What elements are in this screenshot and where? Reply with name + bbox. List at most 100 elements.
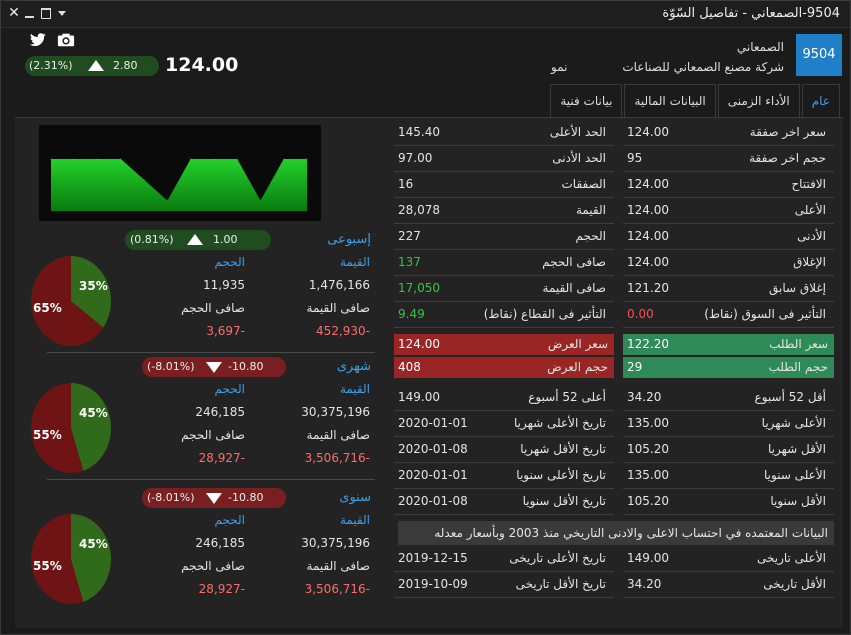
intraday-chart — [39, 125, 321, 221]
table-row: التأثير فى القطاع (نقاط) 9.49 — [394, 301, 614, 328]
row-value: 34.20 — [627, 390, 662, 404]
pie-sell-percent: 55% — [33, 559, 62, 573]
row-label: الحجم — [575, 229, 606, 243]
pie-buy-percent: 35% — [79, 279, 108, 293]
table-row: الأعلى 124.00 — [623, 197, 834, 224]
net-volume-amount: 28,927- — [198, 582, 245, 596]
section-divider — [47, 479, 375, 480]
row-value: 2020-01-08 — [398, 442, 468, 456]
row-label: الأعلى تاريخى — [756, 551, 826, 565]
arrow-up-icon — [88, 60, 104, 71]
row-label: الأقل شهريا — [767, 442, 826, 456]
row-value: 17,050 — [398, 281, 440, 295]
value-amount: 1,476,166 — [308, 278, 370, 292]
row-value: 95 — [627, 151, 643, 165]
period-title: سنوى — [339, 490, 371, 505]
row-value: 227 — [398, 229, 421, 243]
chart-point — [259, 200, 261, 202]
period-change-percent: (-8.01%) — [147, 360, 195, 373]
bid-volume-row: حجم الطلب 29 — [623, 357, 834, 378]
chart-point — [73, 158, 75, 160]
period-title: شهرى — [336, 359, 371, 374]
section-divider — [47, 352, 375, 353]
period-change-badge: (-8.01%) -10.80 — [142, 357, 286, 377]
period-title: إسبوعى — [327, 232, 371, 247]
pie-slice-buy — [71, 514, 111, 602]
table-row: الأقل شهريا 105.20 — [623, 436, 834, 463]
row-value: 124.00 — [627, 203, 669, 217]
arrow-down-icon — [206, 493, 222, 504]
row-value: 97.00 — [398, 151, 433, 165]
table-row: الأعلى تاريخى 149.00 — [623, 545, 834, 572]
twitter-icon[interactable] — [29, 33, 47, 47]
table-row: صافى القيمة 17,050 — [394, 275, 614, 302]
arrow-up-icon — [187, 234, 203, 245]
tab-financials[interactable]: البيانات المالية — [624, 84, 716, 117]
tab-time-performance[interactable]: الأداء الزمنى — [717, 84, 800, 117]
row-value: 2020-01-01 — [398, 416, 468, 430]
table-row: أعلى 52 أسبوع 149.00 — [394, 384, 614, 411]
minimize-icon[interactable] — [23, 5, 37, 21]
row-label: حجم اخر صفقة — [749, 151, 826, 165]
volume-label: الحجم — [214, 255, 245, 269]
chart-point — [120, 158, 122, 160]
row-value: 149.00 — [398, 390, 440, 404]
close-icon[interactable]: ✕ — [8, 5, 20, 21]
value-label: القيمة — [339, 382, 370, 396]
row-value: 124.00 — [627, 229, 669, 243]
row-label: الإغلاق — [793, 255, 826, 269]
window-title: 9504-الصمعاني - تفاصيل السّوّة — [662, 6, 840, 21]
volume-amount: 246,185 — [195, 405, 245, 419]
row-label: الأدنى — [797, 229, 826, 243]
row-value: 135.00 — [627, 468, 669, 482]
net-volume-amount: 28,927- — [198, 451, 245, 465]
period-change-value: -10.80 — [228, 360, 264, 373]
row-value: 2020-01-08 — [398, 494, 468, 508]
row-value: 2019-12-15 — [398, 551, 468, 565]
daily-change-badge: (2.31%) 2.80 — [25, 56, 159, 76]
restore-icon[interactable] — [39, 5, 53, 21]
tab-technical[interactable]: بيانات فنية — [550, 84, 623, 117]
table-row: صافى الحجم 137 — [394, 249, 614, 276]
net-value-amount: 452,930- — [316, 324, 370, 338]
row-label: صافى القيمة — [542, 281, 606, 295]
period-change-percent: (0.81%) — [130, 233, 174, 246]
period-change-badge: (0.81%) 1.00 — [125, 230, 271, 250]
row-label: تاريخ الأعلى تاريخى — [509, 551, 606, 565]
table-row: تاريخ الأقل تاريخى 2019-10-09 — [394, 571, 614, 598]
offer-price-value: 124.00 — [398, 337, 440, 351]
offer-price-label: سعر العرض — [547, 337, 608, 351]
row-value: 2020-01-01 — [398, 468, 468, 482]
value-label: القيمة — [339, 255, 370, 269]
table-row: الإغلاق 124.00 — [623, 249, 834, 276]
offer-volume-value: 408 — [398, 360, 421, 374]
tab-general[interactable]: عام — [801, 84, 840, 117]
pie-sell-percent: 55% — [33, 428, 62, 442]
net-volume-amount: 3,697- — [206, 324, 245, 338]
chevron-down-icon[interactable] — [55, 5, 69, 21]
row-label: التأثير فى القطاع (نقاط) — [483, 307, 606, 321]
table-row: الأدنى 124.00 — [623, 223, 834, 250]
row-label: التأثير فى السوق (نقاط) — [704, 307, 826, 321]
stock-full-name: شركة مصنع الصمعاني للصناعات — [622, 60, 784, 74]
net-value-amount: 3,506,716- — [304, 582, 370, 596]
row-label: الأعلى شهريا — [761, 416, 826, 430]
row-label: الصفقات — [561, 177, 607, 191]
value-amount: 30,375,196 — [301, 536, 370, 550]
row-value: 124.00 — [627, 255, 669, 269]
table-row: سعر اخر صفقة 124.00 — [623, 119, 834, 146]
bid-volume-value: 29 — [627, 360, 643, 374]
net-volume-label: صافى الحجم — [181, 301, 245, 315]
row-label: الأعلى — [794, 203, 826, 217]
row-label: تاريخ الأقل تاريخى — [515, 577, 606, 591]
row-value: 0.00 — [627, 307, 654, 321]
pie-slice-buy — [71, 383, 111, 471]
row-label: تاريخ الأعلى شهريا — [513, 416, 606, 430]
pie-slice-buy — [71, 256, 111, 328]
offer-volume-row: حجم العرض 408 — [394, 357, 614, 378]
table-row: الأعلى سنويا 135.00 — [623, 462, 834, 489]
camera-icon[interactable] — [57, 32, 75, 48]
table-row: تاريخ الأعلى شهريا 2020-01-01 — [394, 410, 614, 437]
table-row: الصفقات 16 — [394, 171, 614, 198]
